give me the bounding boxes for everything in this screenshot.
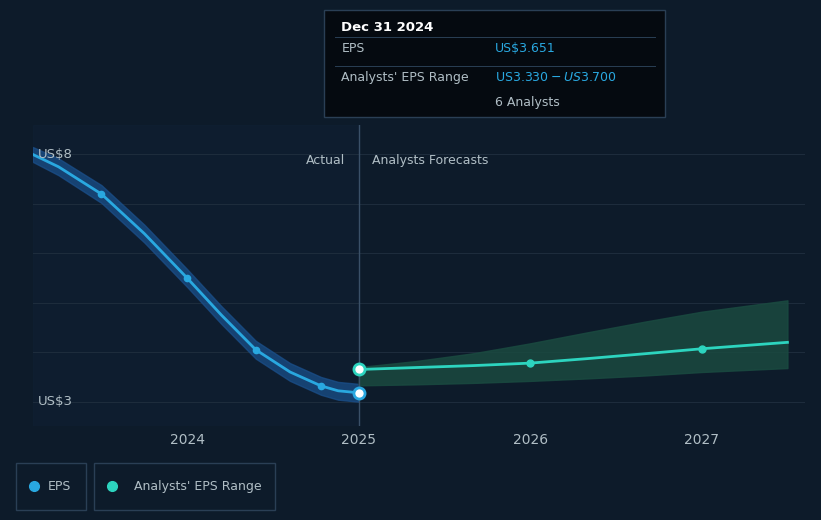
Text: EPS: EPS [48,479,71,493]
FancyBboxPatch shape [94,463,275,510]
FancyBboxPatch shape [16,463,86,510]
Text: US$8: US$8 [38,148,73,161]
Text: Analysts' EPS Range: Analysts' EPS Range [342,71,469,84]
Text: Actual: Actual [305,154,345,167]
Text: Analysts' EPS Range: Analysts' EPS Range [134,479,262,493]
Text: US$3.330 - US$3.700: US$3.330 - US$3.700 [494,71,616,84]
Text: Analysts Forecasts: Analysts Forecasts [373,154,488,167]
Text: US$3: US$3 [38,395,73,408]
Bar [33,125,359,426]
Text: US$3.651: US$3.651 [494,42,555,55]
Text: EPS: EPS [342,42,365,55]
Text: 6 Analysts: 6 Analysts [494,96,559,109]
Text: Dec 31 2024: Dec 31 2024 [342,21,433,34]
FancyBboxPatch shape [324,10,665,117]
